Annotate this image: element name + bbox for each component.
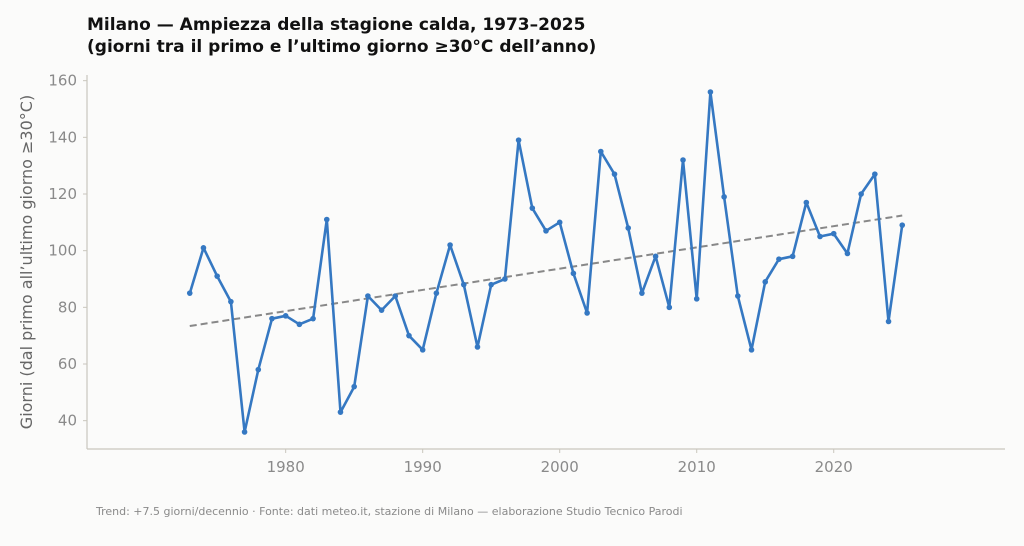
data-point <box>789 253 796 260</box>
data-point <box>433 290 440 296</box>
data-point <box>762 279 769 285</box>
source-note: Trend: +7.5 giorni/decennio · Fonte: dat… <box>96 505 683 518</box>
data-point <box>296 321 303 328</box>
chart-title-line1: Milano — Ampiezza della stagione calda, … <box>87 15 586 35</box>
data-point <box>351 383 357 390</box>
y-tick-label: 100 <box>48 242 77 260</box>
data-point <box>406 332 412 339</box>
y-tick-label: 120 <box>48 185 77 203</box>
data-point <box>460 281 467 288</box>
y-tick-label: 160 <box>48 72 77 90</box>
data-point <box>721 194 727 200</box>
data-point <box>269 315 275 322</box>
data-point <box>186 290 193 296</box>
chart-title: Milano — Ampiezza della stagione calda, … <box>87 14 596 58</box>
y-tick-label: 80 <box>58 298 77 316</box>
data-point <box>419 347 426 353</box>
data-point <box>652 253 659 260</box>
data-point <box>543 228 549 234</box>
trend-line <box>189 214 903 328</box>
data-point <box>611 171 618 177</box>
data-point <box>337 409 344 415</box>
y-tick-label: 40 <box>58 412 77 430</box>
data-point <box>200 245 207 251</box>
data-point <box>282 313 289 319</box>
data-point <box>529 205 536 211</box>
data-point <box>365 293 371 299</box>
data-point <box>447 242 453 248</box>
data-point <box>584 310 590 316</box>
data-point <box>707 89 714 95</box>
data-point <box>228 298 234 305</box>
data-point <box>899 222 906 228</box>
data-point <box>830 230 837 237</box>
data-point <box>556 219 563 226</box>
x-tick-label: 2010 <box>678 458 716 476</box>
data-point <box>735 293 741 299</box>
data-point <box>598 148 604 155</box>
data-point <box>776 256 782 262</box>
x-tick-label: 2000 <box>541 458 579 476</box>
data-point <box>625 225 632 231</box>
data-point <box>844 250 851 257</box>
data-point <box>515 137 522 143</box>
data-point <box>474 344 481 350</box>
data-point <box>748 347 755 353</box>
data-point <box>817 233 823 240</box>
x-tick-label: 1990 <box>404 458 442 476</box>
data-point <box>666 304 673 311</box>
y-tick-label: 140 <box>48 128 77 146</box>
data-point <box>570 270 577 277</box>
x-tick-label: 1980 <box>267 458 305 476</box>
data-point <box>639 290 645 296</box>
data-point <box>885 318 892 325</box>
data-point <box>680 157 686 163</box>
data-point <box>310 315 316 322</box>
data-point <box>858 191 864 197</box>
chart-title-line2: (giorni tra il primo e l’ultimo giorno ≥… <box>87 37 597 57</box>
data-point <box>803 199 810 206</box>
y-axis-title: Giorni (dal primo all’ultimo giorno ≥30°… <box>17 95 36 429</box>
data-point <box>392 293 399 299</box>
y-tick-label: 60 <box>58 355 77 373</box>
data-point <box>255 366 262 373</box>
data-point <box>241 429 248 435</box>
data-point <box>502 276 508 282</box>
x-tick-label: 2020 <box>815 458 853 476</box>
data-point <box>214 273 220 279</box>
data-point <box>693 296 700 302</box>
data-point <box>488 281 494 288</box>
data-point <box>872 171 878 177</box>
data-point <box>378 307 385 313</box>
series-line <box>188 90 904 434</box>
data-point <box>323 216 330 223</box>
